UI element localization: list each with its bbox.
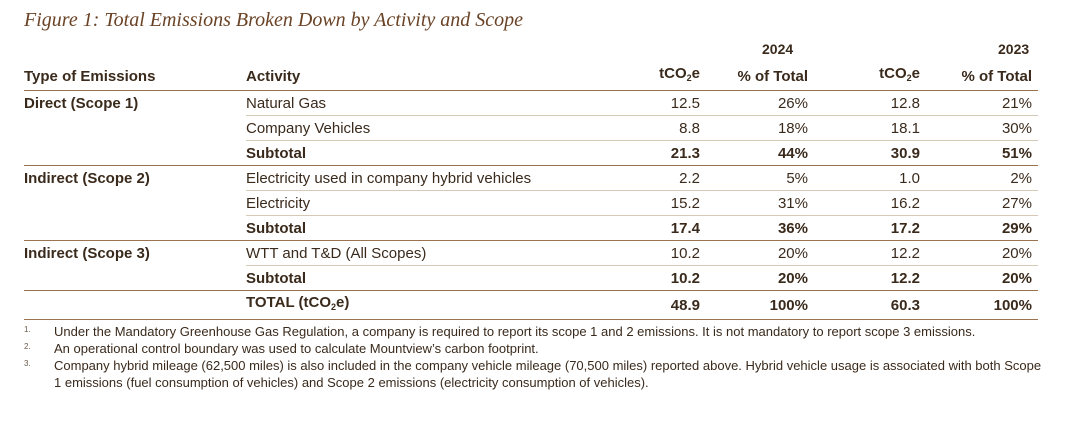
table-row: Electricity 15.2 31% 16.2 27% [24,190,1038,216]
value-cell: 100% [926,290,1038,320]
footnote-number: 1. [24,325,31,334]
value-cell: 21.3 [596,140,706,166]
footnote-number: 3. [24,359,31,368]
header-tco2e-2023: tCO2e [814,62,926,91]
value-cell: 30% [926,115,1038,141]
subtotal-label: Subtotal [246,265,596,291]
table-row: Company Vehicles 8.8 18% 18.1 30% [24,115,1038,141]
group-label: Indirect (Scope 3) [24,244,150,262]
footnote-text: An operational control boundary was used… [54,341,539,356]
footnote: 2. An operational control boundary was u… [24,340,1044,357]
activity-cell: Electricity [246,190,596,216]
activity-cell: Electricity used in company hybrid vehic… [246,165,596,191]
footnote-text: Under the Mandatory Greenhouse Gas Regul… [54,324,976,339]
value-cell: 44% [706,140,814,166]
table-row: Indirect (Scope 2) Electricity used in c… [24,165,1038,191]
value-cell: 60.3 [814,290,926,320]
value-cell: 12.2 [814,265,926,291]
value-cell: 26% [706,90,814,116]
table-header-row: Type of Emissions Activity tCO2e % of To… [24,62,1038,91]
group-label: Indirect (Scope 2) [24,169,150,187]
header-activity: Activity [246,62,596,91]
value-cell: 10.2 [596,240,706,266]
value-cell: 1.0 [814,165,926,191]
header-pct-2024: % of Total [706,62,814,91]
value-cell: 20% [706,265,814,291]
value-cell: 2.2 [596,165,706,191]
value-cell: 16.2 [814,190,926,216]
value-cell: 21% [926,90,1038,116]
value-cell: 10.2 [596,265,706,291]
footnote-text: Company hybrid mileage (62,500 miles) is… [54,358,1042,390]
value-cell: 17.2 [814,215,926,241]
activity-cell: WTT and T&D (All Scopes) [246,240,596,266]
value-cell: 20% [706,240,814,266]
header-type: Type of Emissions [24,62,246,91]
year-2023-label: 2023 [998,41,1030,57]
header-pct-2023: % of Total [926,62,1038,91]
value-cell: 100% [706,290,814,320]
value-cell: 51% [926,140,1038,166]
activity-cell: Natural Gas [246,90,596,116]
value-cell: 18% [706,115,814,141]
value-cell: 17.4 [596,215,706,241]
year-2024-label: 2024 [762,41,794,57]
value-cell: 15.2 [596,190,706,216]
figure-title: Figure 1: Total Emissions Broken Down by… [24,9,524,31]
value-cell: 2% [926,165,1038,191]
header-tco2e-2024: tCO2e [596,62,706,91]
footnotes: 1. Under the Mandatory Greenhouse Gas Re… [24,323,1044,391]
value-cell: 27% [926,190,1038,216]
value-cell: 48.9 [596,290,706,320]
value-cell: 31% [706,190,814,216]
total-label: TOTAL (tCO2e) [246,290,596,320]
footnote: 1. Under the Mandatory Greenhouse Gas Re… [24,323,1044,340]
footnote-number: 2. [24,342,31,351]
subtotal-row: Subtotal 10.2 20% 12.2 20% [24,265,1038,291]
activity-cell: Company Vehicles [246,115,596,141]
subtotal-label: Subtotal [246,140,596,166]
value-cell: 29% [926,215,1038,241]
value-cell: 12.2 [814,240,926,266]
value-cell: 12.8 [814,90,926,116]
group-label: Direct (Scope 1) [24,94,139,112]
subtotal-row: Subtotal 21.3 44% 30.9 51% [24,140,1038,166]
subtotal-row: Subtotal 17.4 36% 17.2 29% [24,215,1038,241]
value-cell: 5% [706,165,814,191]
value-cell: 8.8 [596,115,706,141]
table-row: Indirect (Scope 3) WTT and T&D (All Scop… [24,240,1038,266]
subtotal-label: Subtotal [246,215,596,241]
footnote: 3. Company hybrid mileage (62,500 miles)… [24,357,1044,391]
value-cell: 18.1 [814,115,926,141]
value-cell: 36% [706,215,814,241]
value-cell: 30.9 [814,140,926,166]
value-cell: 12.5 [596,90,706,116]
value-cell: 20% [926,265,1038,291]
table-row: Direct (Scope 1) Natural Gas 12.5 26% 12… [24,90,1038,116]
emissions-table: Type of Emissions Activity tCO2e % of To… [24,62,1038,320]
total-row: TOTAL (tCO2e) 48.9 100% 60.3 100% [24,290,1038,320]
value-cell: 20% [926,240,1038,266]
